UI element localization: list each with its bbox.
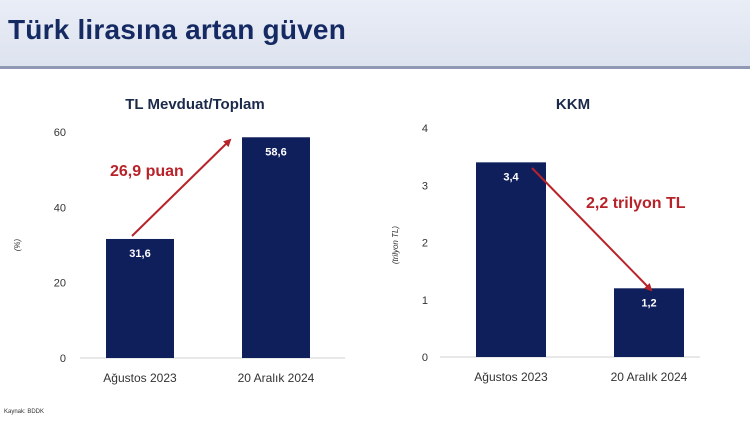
y-tick-label: 3: [422, 180, 428, 192]
y-tick-label: 1: [422, 295, 428, 307]
y-tick-label: 60: [54, 127, 66, 139]
x-category-label: 20 Aralık 2024: [238, 371, 315, 385]
chart-title: TL Mevduat/Toplam: [125, 96, 264, 113]
y-tick-label: 2: [422, 238, 428, 250]
annotation-arrow: [531, 167, 653, 292]
bar: [242, 137, 310, 358]
y-axis-unit: (%): [13, 238, 22, 251]
y-tick-label: 4: [422, 123, 428, 135]
bar-value-label: 31,6: [129, 248, 150, 260]
bar-value-label: 1,2: [641, 297, 656, 309]
bar: [614, 288, 684, 357]
bar-value-label: 3,4: [503, 171, 519, 183]
x-category-label: 20 Aralık 2024: [611, 370, 688, 384]
y-tick-label: 0: [60, 353, 66, 365]
x-category-label: Ağustos 2023: [103, 371, 177, 385]
annotation-label: 26,9 puan: [110, 163, 184, 180]
chart-title: KKM: [556, 96, 590, 113]
page-title: Türk lirasına artan güven: [8, 14, 346, 45]
source-note: Kaynak: BDDK: [4, 409, 45, 415]
y-tick-label: 0: [422, 352, 428, 364]
annotation-arrow: [131, 138, 232, 237]
y-tick-label: 20: [54, 278, 66, 290]
x-category-label: Ağustos 2023: [474, 370, 548, 384]
bar: [106, 238, 174, 358]
bar: [476, 162, 546, 357]
y-axis-unit: (trilyon TL): [391, 226, 400, 265]
header-banner: Türk lirasına artan güven: [0, 0, 750, 69]
annotation-label: 2,2 trilyon TL: [586, 195, 686, 212]
y-tick-label: 40: [54, 202, 66, 214]
bar-value-label: 58,6: [265, 146, 286, 158]
